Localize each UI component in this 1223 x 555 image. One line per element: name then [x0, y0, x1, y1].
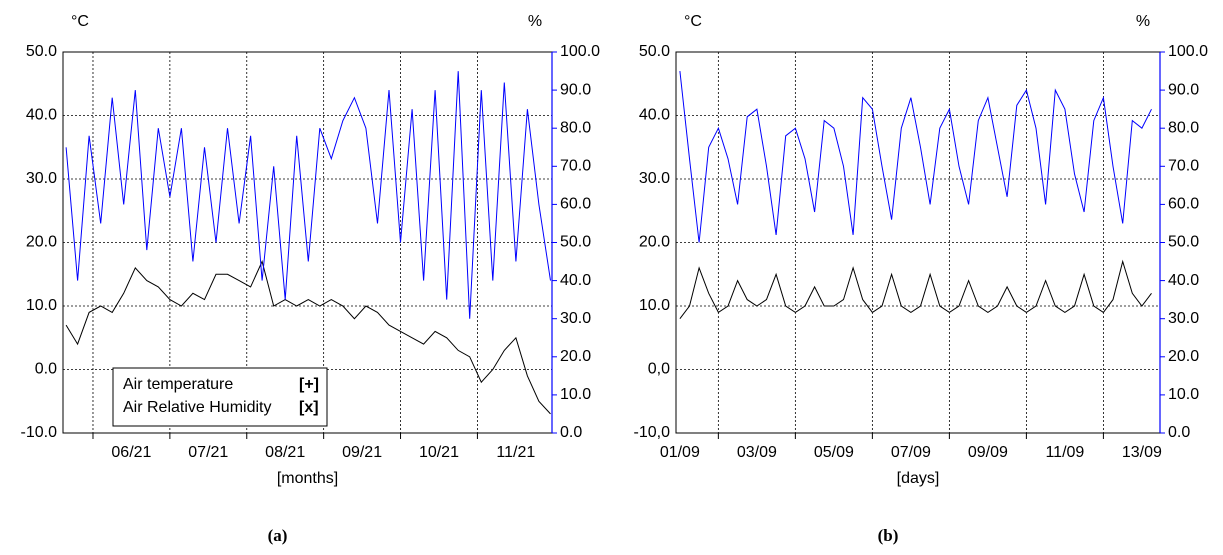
- y-tick-label: 50.0: [639, 43, 670, 60]
- x-tick-label: 05/09: [814, 444, 854, 461]
- legend-marker: [+]: [299, 376, 319, 393]
- y-unit: °C: [684, 13, 702, 30]
- y2-tick-label: 0.0: [560, 424, 582, 441]
- y2-tick-label: 100.0: [1168, 43, 1208, 60]
- y2-tick-label: 0.0: [1168, 424, 1190, 441]
- y-tick-label: 0.0: [35, 361, 57, 378]
- x-tick-label: 08/21: [265, 444, 305, 461]
- x-tick-label: 06/21: [111, 444, 151, 461]
- y-tick-label: 10.0: [639, 297, 670, 314]
- x-tick-label: 07/09: [891, 444, 931, 461]
- y2-tick-label: 90.0: [560, 81, 591, 98]
- y-tick-label: 50.0: [26, 43, 57, 60]
- data-line: [679, 259, 1152, 320]
- y2-tick-label: 70.0: [1168, 158, 1199, 175]
- y2-tick-label: 10.0: [1168, 386, 1199, 403]
- caption: (a): [268, 526, 288, 545]
- y-unit: °C: [71, 13, 89, 30]
- y-tick-label: 30.0: [639, 170, 670, 187]
- y-tick-label: -10,0: [634, 424, 671, 441]
- y-tick-label: -10.0: [21, 424, 58, 441]
- chart-panel: -10,0 0,0 10.0 20.0 30.0 40.0 50.0 01/09 03/09 05…: [634, 13, 1209, 545]
- y2-tick-label: 40.0: [560, 272, 591, 289]
- y2-tick-label: 30.0: [1168, 310, 1199, 327]
- y2-tick-label: 90.0: [1168, 81, 1199, 98]
- x-axis-title: [days]: [897, 470, 940, 487]
- y2-tick-label: 80.0: [1168, 119, 1199, 136]
- legend-box: [112, 367, 328, 427]
- y-tick-label: 40.0: [639, 107, 670, 124]
- x-tick-label: 11/09: [1045, 444, 1084, 461]
- y2-tick-label: 20.0: [1168, 348, 1199, 365]
- data-line: [679, 71, 1152, 243]
- y2-tick-label: 10.0: [560, 386, 591, 403]
- y2-tick-label: 50.0: [560, 234, 591, 251]
- y2-tick-label: 100.0: [560, 43, 600, 60]
- x-axis-title: [months]: [277, 470, 338, 487]
- y-tick-label: 20.0: [26, 234, 57, 251]
- x-tick-label: 09/09: [968, 444, 1008, 461]
- caption: (b): [878, 526, 899, 545]
- y2-tick-label: 60.0: [1168, 196, 1199, 213]
- chart-panel: -10.0 0.0 10.0 20.0 30.0 40.0 50.0 06/21 07/21 08…: [21, 13, 601, 545]
- y2-tick-label: 50.0: [1168, 234, 1199, 251]
- y2-tick-label: 20.0: [560, 348, 591, 365]
- y2-tick-label: 30.0: [560, 310, 591, 327]
- data-line: [65, 260, 551, 415]
- y2-tick-label: 60.0: [560, 196, 591, 213]
- x-tick-label: 11/21: [496, 444, 535, 461]
- x-tick-label: 10/21: [419, 444, 459, 461]
- y-tick-label: 40.0: [26, 107, 57, 124]
- x-tick-label: 07/21: [188, 444, 228, 461]
- y2-unit: %: [528, 13, 542, 30]
- x-tick-label: 13/09: [1122, 444, 1162, 461]
- legend-label: Air Relative Humidity: [123, 399, 271, 416]
- y2-tick-label: 70.0: [560, 158, 591, 175]
- y2-tick-label: 80.0: [560, 119, 591, 136]
- y2-unit: %: [1136, 13, 1150, 30]
- x-tick-label: 09/21: [342, 444, 382, 461]
- y-tick-label: 0,0: [648, 361, 670, 378]
- x-tick-label: 01/09: [660, 444, 700, 461]
- data-line: [65, 71, 551, 319]
- y-tick-label: 10.0: [26, 297, 57, 314]
- x-tick-label: 03/09: [737, 444, 777, 461]
- y-tick-label: 20.0: [639, 234, 670, 251]
- legend-marker: [x]: [299, 399, 319, 416]
- legend-label: Air temperature: [123, 376, 233, 393]
- y-tick-label: 30.0: [26, 170, 57, 187]
- y2-tick-label: 40.0: [1168, 272, 1199, 289]
